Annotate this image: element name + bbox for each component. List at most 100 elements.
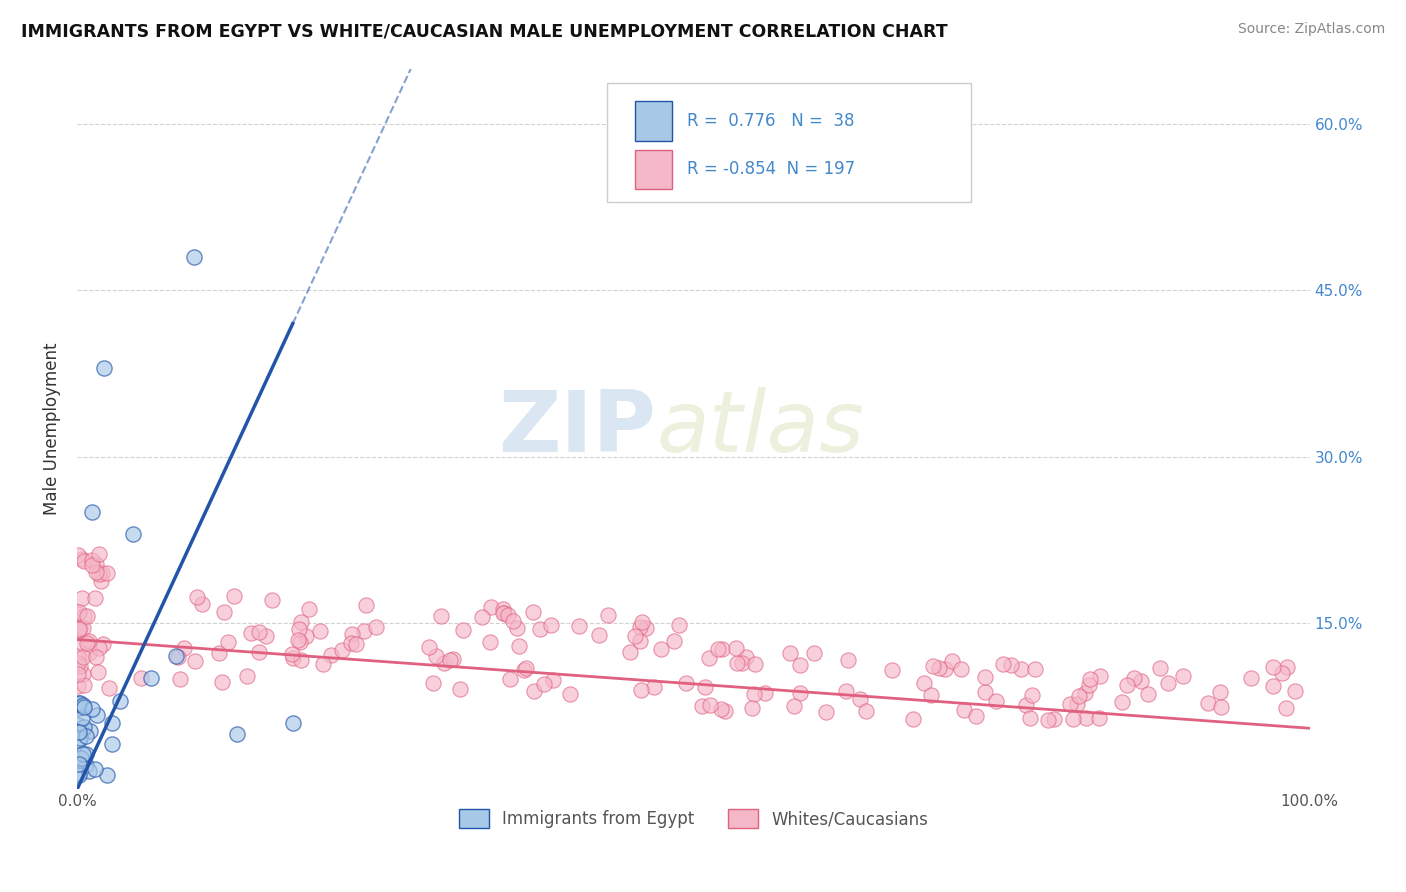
Point	[217, 635, 239, 649]
Point	[422, 676, 444, 690]
Point	[1078, 678, 1101, 692]
Point	[628, 620, 651, 634]
Point	[80, 505, 103, 519]
Point	[67, 549, 90, 563]
Point	[354, 599, 377, 613]
Point	[1122, 671, 1144, 685]
Point	[86, 557, 108, 571]
Point	[725, 640, 748, 655]
Point	[993, 657, 1015, 671]
Point	[73, 554, 96, 568]
Point	[789, 658, 811, 673]
Point	[76, 608, 98, 623]
Point	[1073, 686, 1095, 700]
Point	[72, 666, 94, 681]
Point	[619, 645, 641, 659]
Point	[650, 641, 672, 656]
Point	[515, 661, 537, 675]
Point	[1018, 711, 1040, 725]
Point	[72, 621, 94, 635]
Point	[93, 360, 115, 375]
Point	[986, 693, 1008, 707]
Point	[167, 649, 190, 664]
Point	[87, 547, 110, 561]
Point	[70, 725, 93, 739]
Point	[226, 727, 249, 741]
Point	[1197, 696, 1219, 710]
Point	[67, 649, 90, 664]
Point	[710, 702, 733, 716]
Point	[98, 681, 121, 696]
Point	[186, 590, 208, 604]
Point	[239, 626, 262, 640]
Point	[67, 768, 90, 782]
Point	[96, 566, 118, 580]
Point	[912, 676, 935, 690]
Point	[287, 622, 309, 636]
Point	[1088, 711, 1111, 725]
Point	[783, 698, 806, 713]
Point	[710, 642, 733, 657]
Point	[254, 629, 277, 643]
Point	[1036, 713, 1059, 727]
Text: R =  0.776   N =  38: R = 0.776 N = 38	[688, 112, 855, 130]
Point	[290, 653, 312, 667]
Point	[522, 605, 544, 619]
Point	[67, 724, 90, 739]
Point	[82, 558, 104, 573]
Point	[1000, 657, 1022, 672]
Point	[290, 615, 312, 630]
Point	[91, 566, 114, 580]
Point	[541, 673, 564, 687]
Point	[628, 634, 651, 648]
Point	[67, 622, 90, 636]
Point	[952, 702, 974, 716]
Point	[934, 662, 956, 676]
Point	[75, 747, 97, 762]
Point	[96, 767, 118, 781]
Text: Source: ZipAtlas.com: Source: ZipAtlas.com	[1237, 22, 1385, 37]
Point	[568, 619, 591, 633]
Point	[1067, 689, 1090, 703]
Point	[1271, 665, 1294, 680]
Point	[75, 758, 97, 772]
Point	[815, 705, 838, 719]
Point	[789, 686, 811, 700]
Point	[73, 699, 96, 714]
Point	[643, 680, 665, 694]
Point	[139, 671, 162, 685]
Text: IMMIGRANTS FROM EGYPT VS WHITE/CAUCASIAN MALE UNEMPLOYMENT CORRELATION CHART: IMMIGRANTS FROM EGYPT VS WHITE/CAUCASIAN…	[21, 22, 948, 40]
Point	[91, 637, 114, 651]
Point	[73, 720, 96, 734]
Point	[70, 711, 93, 725]
Point	[1149, 661, 1171, 675]
Point	[498, 672, 520, 686]
Point	[1209, 685, 1232, 699]
Point	[77, 647, 100, 661]
Point	[779, 646, 801, 660]
Point	[72, 698, 94, 713]
Point	[1010, 662, 1032, 676]
Point	[835, 684, 858, 698]
Point	[1021, 688, 1043, 702]
Point	[425, 649, 447, 664]
Point	[110, 693, 132, 707]
Point	[529, 622, 551, 636]
Point	[1066, 697, 1088, 711]
Text: atlas: atlas	[657, 387, 865, 470]
Point	[169, 672, 191, 686]
Point	[742, 687, 765, 701]
Point	[855, 704, 877, 718]
Legend: Immigrants from Egypt, Whites/Caucasians: Immigrants from Egypt, Whites/Caucasians	[453, 803, 935, 835]
Point	[183, 250, 205, 264]
Point	[630, 683, 652, 698]
Point	[298, 602, 321, 616]
Point	[84, 650, 107, 665]
Point	[67, 700, 90, 714]
Point	[247, 625, 270, 640]
Point	[596, 608, 619, 623]
Point	[949, 662, 972, 676]
Point	[630, 615, 652, 629]
Point	[735, 650, 758, 665]
Point	[740, 701, 762, 715]
